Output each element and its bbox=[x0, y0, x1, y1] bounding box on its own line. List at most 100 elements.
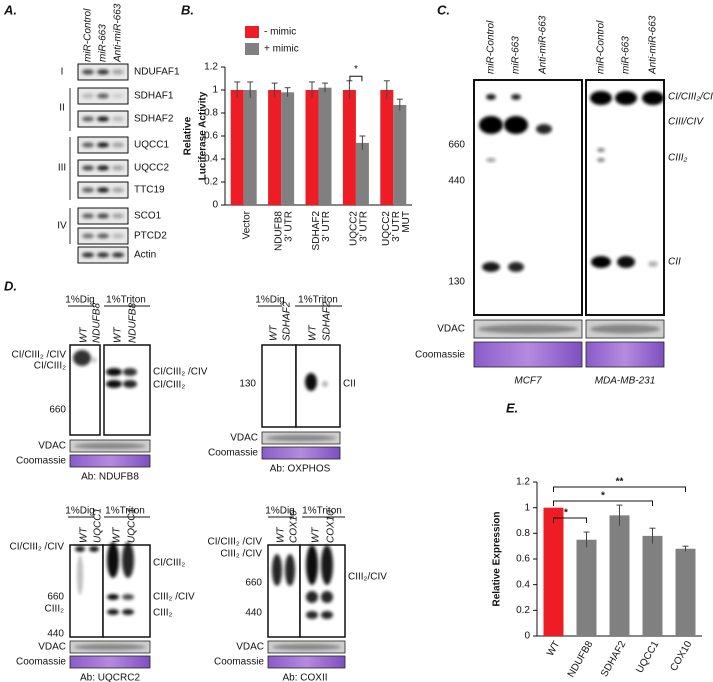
blot-band bbox=[591, 256, 611, 268]
rotated-label: UQCC1 bbox=[127, 508, 138, 543]
error-bar bbox=[583, 531, 590, 548]
bar bbox=[342, 90, 356, 205]
significance-label: * bbox=[601, 491, 605, 502]
blot-band bbox=[97, 116, 109, 122]
rotated-label: miR-663 bbox=[511, 36, 522, 74]
blot-band bbox=[123, 368, 137, 376]
rotated-label: Anti-miR-663 bbox=[113, 3, 124, 63]
blot-band bbox=[112, 213, 124, 219]
antibody-label: Ab: COXII bbox=[282, 673, 327, 682]
rotated-label: miR-663 bbox=[621, 36, 632, 74]
y-tick-label: 0.2 bbox=[516, 605, 530, 616]
strip-label: VDAC bbox=[230, 433, 258, 444]
blot-band bbox=[107, 609, 119, 615]
y-tick-label: 0.4 bbox=[516, 579, 530, 590]
bar bbox=[393, 104, 407, 205]
blot-band bbox=[97, 165, 109, 171]
bar bbox=[268, 90, 282, 205]
rotated-label: UQCC2 bbox=[381, 211, 392, 246]
complex-label: CII bbox=[668, 257, 681, 268]
error-bar bbox=[396, 98, 403, 111]
blot-band bbox=[486, 158, 496, 162]
marker-label: CI/CIII₂ /CIV bbox=[208, 537, 263, 548]
blot-frame bbox=[295, 344, 341, 428]
y-tick-label: 1 bbox=[524, 502, 530, 513]
cell-line: MCF7 bbox=[514, 376, 542, 387]
blot-frame bbox=[585, 79, 665, 316]
complex-label: CI/CIII₂/CIV bbox=[668, 92, 713, 103]
bar bbox=[318, 87, 332, 205]
blot-band bbox=[615, 91, 637, 105]
bar bbox=[609, 515, 630, 636]
strip-label: Coomassie bbox=[16, 657, 66, 668]
blot-band bbox=[112, 93, 124, 99]
blot-band bbox=[482, 262, 500, 272]
rotated-label: 3' UTR bbox=[321, 211, 332, 242]
strip-label: Coomassie bbox=[214, 657, 264, 668]
marker-label: CIII₂ bbox=[45, 604, 65, 615]
rotated-label: Relative Expression bbox=[492, 511, 503, 606]
blot-band bbox=[306, 611, 318, 619]
complex-label: CII bbox=[343, 379, 356, 390]
rotated-label: NDUFB8 bbox=[274, 211, 285, 251]
blot-band bbox=[112, 142, 124, 148]
coomassie-strip bbox=[267, 655, 346, 669]
blot-band bbox=[91, 357, 97, 363]
marker-label: 660 bbox=[49, 405, 66, 416]
blot-band bbox=[97, 69, 109, 75]
error-bar bbox=[247, 81, 254, 99]
blot-band bbox=[77, 555, 83, 595]
rotated-label: WT bbox=[113, 327, 124, 343]
y-tick-label: 0.8 bbox=[204, 108, 218, 119]
rotated-label: miR-Control bbox=[486, 20, 497, 74]
group-label: IV bbox=[57, 221, 67, 232]
blot-band bbox=[617, 256, 635, 268]
bar bbox=[355, 142, 369, 205]
error-bar bbox=[682, 545, 689, 552]
blot-frame bbox=[69, 544, 104, 638]
blot-band bbox=[272, 554, 282, 586]
rotated-label: WT bbox=[112, 527, 123, 543]
marker-label: CI/CIII₂ /CIV bbox=[12, 350, 67, 361]
blot-band bbox=[112, 233, 124, 239]
row-label: TTC19 bbox=[134, 185, 165, 196]
coomassie-strip bbox=[261, 446, 341, 460]
rotated-label: Relative bbox=[183, 116, 194, 155]
blot-band bbox=[504, 116, 528, 134]
row-label: SDHAF2 bbox=[134, 114, 174, 125]
rotated-label: SDHAF2 bbox=[311, 211, 322, 251]
blot-band bbox=[112, 116, 124, 122]
group-label: III bbox=[58, 163, 66, 174]
rotated-label: NDUFB8 bbox=[92, 303, 103, 343]
blot-band bbox=[508, 262, 524, 272]
complex-label: CIII/CIV bbox=[668, 117, 704, 128]
panel-label: D. bbox=[4, 278, 17, 293]
marker-label: 130 bbox=[239, 379, 256, 390]
row-label: NDUFAF1 bbox=[134, 67, 180, 78]
blot-band bbox=[112, 165, 124, 171]
marker-label: CI/CIII₂ /CIV bbox=[10, 542, 65, 553]
blot-band bbox=[82, 233, 94, 239]
bar bbox=[675, 548, 696, 636]
error-bar bbox=[234, 81, 241, 99]
significance-bracket bbox=[553, 500, 653, 506]
row-label: PTCD2 bbox=[134, 231, 167, 242]
rotated-label: UQCC1 bbox=[93, 508, 104, 543]
significance-bracket bbox=[553, 486, 686, 492]
significance-label: * bbox=[354, 64, 358, 75]
blot-band bbox=[112, 69, 124, 75]
rotated-label: miR-663 bbox=[98, 24, 109, 62]
strip-label: VDAC bbox=[437, 324, 465, 335]
blot-band bbox=[266, 435, 336, 441]
blot-frame bbox=[103, 344, 151, 436]
bar bbox=[305, 90, 319, 205]
blot-band bbox=[123, 380, 137, 388]
rotated-label: Vector bbox=[241, 210, 252, 239]
row-label: UQCC1 bbox=[134, 140, 169, 151]
blot-band bbox=[285, 554, 295, 586]
blot-frame bbox=[261, 344, 297, 428]
blot-band bbox=[322, 381, 328, 387]
rotated-label: UQCC1 bbox=[634, 639, 661, 675]
blot-band bbox=[486, 94, 496, 100]
